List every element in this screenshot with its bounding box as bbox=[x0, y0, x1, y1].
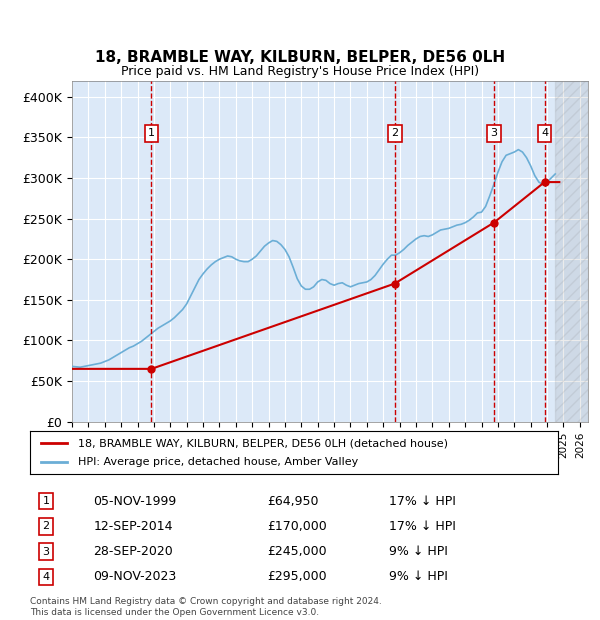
Text: 12-SEP-2014: 12-SEP-2014 bbox=[94, 520, 173, 533]
Text: £170,000: £170,000 bbox=[268, 520, 328, 533]
Text: 28-SEP-2020: 28-SEP-2020 bbox=[94, 545, 173, 558]
Text: £64,950: £64,950 bbox=[268, 495, 319, 508]
Text: 1: 1 bbox=[148, 128, 155, 138]
Text: 9% ↓ HPI: 9% ↓ HPI bbox=[389, 545, 448, 558]
Text: 1: 1 bbox=[43, 496, 49, 506]
Text: HPI: Average price, detached house, Amber Valley: HPI: Average price, detached house, Ambe… bbox=[77, 457, 358, 467]
Text: 4: 4 bbox=[42, 572, 49, 582]
Text: 9% ↓ HPI: 9% ↓ HPI bbox=[389, 570, 448, 583]
Text: 2: 2 bbox=[391, 128, 398, 138]
Text: 17% ↓ HPI: 17% ↓ HPI bbox=[389, 495, 456, 508]
Text: Price paid vs. HM Land Registry's House Price Index (HPI): Price paid vs. HM Land Registry's House … bbox=[121, 64, 479, 78]
Text: 4: 4 bbox=[541, 128, 548, 138]
Text: 3: 3 bbox=[43, 547, 49, 557]
Text: 05-NOV-1999: 05-NOV-1999 bbox=[94, 495, 176, 508]
Text: 3: 3 bbox=[490, 128, 497, 138]
Text: £245,000: £245,000 bbox=[268, 545, 327, 558]
Text: £295,000: £295,000 bbox=[268, 570, 327, 583]
Text: Contains HM Land Registry data © Crown copyright and database right 2024.
This d: Contains HM Land Registry data © Crown c… bbox=[30, 598, 382, 617]
Text: 17% ↓ HPI: 17% ↓ HPI bbox=[389, 520, 456, 533]
Text: 18, BRAMBLE WAY, KILBURN, BELPER, DE56 0LH (detached house): 18, BRAMBLE WAY, KILBURN, BELPER, DE56 0… bbox=[77, 438, 448, 448]
Text: 2: 2 bbox=[42, 521, 49, 531]
Bar bbox=[555, 81, 588, 422]
Text: 18, BRAMBLE WAY, KILBURN, BELPER, DE56 0LH: 18, BRAMBLE WAY, KILBURN, BELPER, DE56 0… bbox=[95, 50, 505, 65]
Text: 09-NOV-2023: 09-NOV-2023 bbox=[94, 570, 176, 583]
Bar bbox=[555, 81, 588, 422]
